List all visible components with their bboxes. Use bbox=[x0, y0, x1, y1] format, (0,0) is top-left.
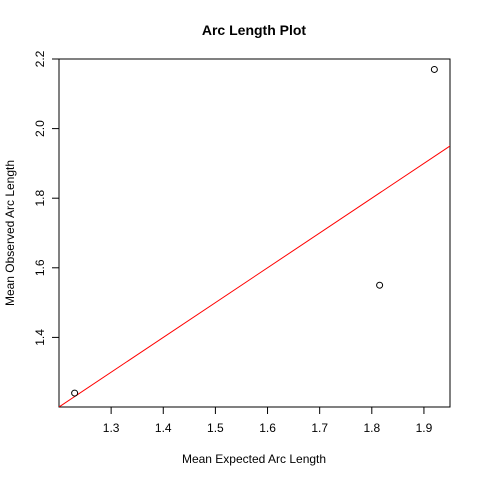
y-tick-label: 2.2 bbox=[33, 50, 47, 67]
plot-frame bbox=[58, 58, 451, 408]
x-axis: 1.3 1.4 1.5 1.6 1.7 1.8 1.9 bbox=[103, 406, 433, 435]
x-tick-label: 1.3 bbox=[103, 421, 120, 435]
data-point bbox=[71, 389, 79, 397]
y-axis-label: Mean Observed Arc Length bbox=[3, 160, 17, 306]
chart-title: Arc Length Plot bbox=[202, 22, 307, 38]
data-point bbox=[430, 65, 438, 73]
y-axis: 1.4 1.6 1.8 2.0 2.2 bbox=[33, 50, 60, 346]
data-point bbox=[376, 281, 384, 289]
x-tick-label: 1.6 bbox=[259, 421, 276, 435]
y-tick-label: 1.6 bbox=[33, 259, 47, 276]
y-tick-label: 2.0 bbox=[33, 120, 47, 137]
y-tick-label: 1.8 bbox=[33, 190, 47, 207]
x-tick-label: 1.5 bbox=[207, 421, 224, 435]
points-group bbox=[71, 65, 438, 397]
x-tick-label: 1.8 bbox=[363, 421, 380, 435]
y-tick-label: 1.4 bbox=[33, 329, 47, 346]
x-tick-label: 1.4 bbox=[155, 421, 172, 435]
x-axis-label: Mean Expected Arc Length bbox=[182, 452, 326, 466]
x-tick-label: 1.9 bbox=[416, 421, 433, 435]
x-tick-label: 1.7 bbox=[311, 421, 328, 435]
